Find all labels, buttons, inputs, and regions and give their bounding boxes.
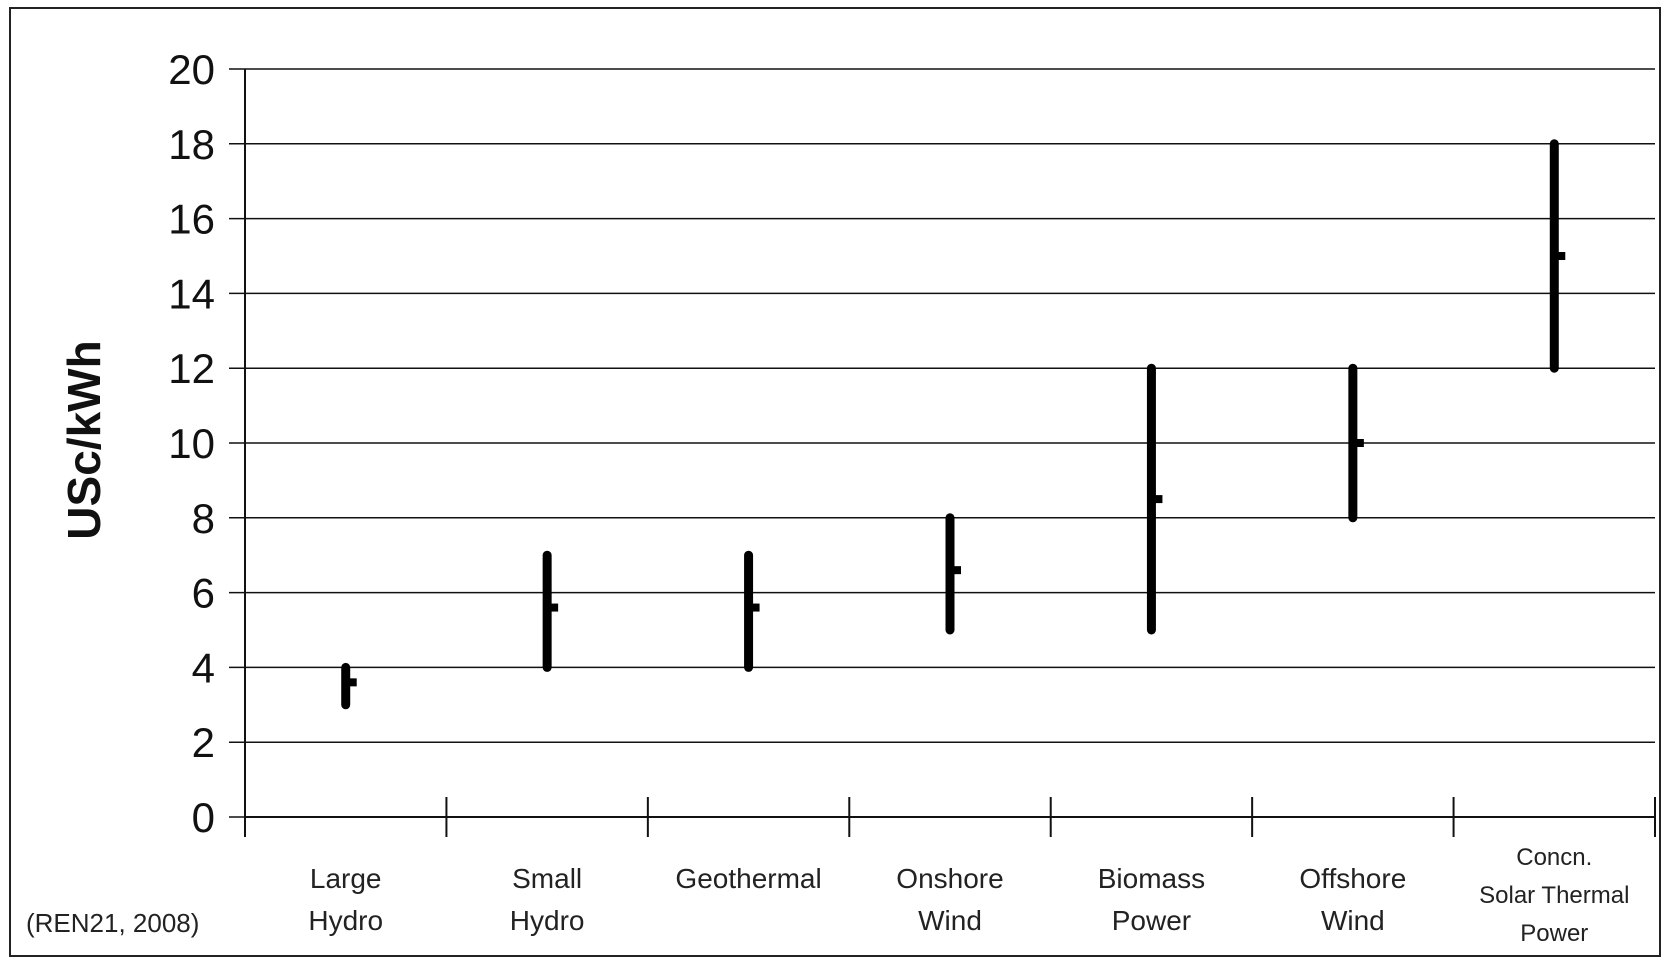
labels-layer: 0 2 4 6 8 10 12 14 16 18 20 Large Hydro Small Hydro Geo… xyxy=(168,46,1629,947)
x-category-label: Small xyxy=(512,863,582,894)
midpoint-mark xyxy=(347,678,357,687)
y-tick-label: 14 xyxy=(168,270,215,317)
y-tick-label: 2 xyxy=(192,719,215,766)
y-tick-label: 16 xyxy=(168,196,215,243)
x-category-label: Biomass xyxy=(1098,863,1205,894)
x-category-label: Wind xyxy=(1321,905,1385,936)
chart-frame xyxy=(9,7,1661,957)
x-category-label: Solar Thermal xyxy=(1479,882,1629,909)
midpoint-mark xyxy=(750,603,760,612)
y-tick-label: 18 xyxy=(168,121,215,168)
axis-layer xyxy=(244,69,1656,837)
x-category-label: Hydro xyxy=(510,905,585,936)
x-category-label: Onshore xyxy=(896,863,1003,894)
x-category-label: Concn. xyxy=(1516,844,1592,871)
y-tick-label: 8 xyxy=(192,495,215,542)
x-category-label: Wind xyxy=(918,905,982,936)
y-tick-label: 0 xyxy=(192,794,215,841)
y-tick-label: 10 xyxy=(168,420,215,467)
midpoint-mark xyxy=(952,566,961,575)
midpoint-mark xyxy=(1556,252,1566,260)
y-tick-label: 12 xyxy=(168,345,215,392)
source-note: (REN21, 2008) xyxy=(26,908,199,938)
midpoint-mark xyxy=(549,603,559,612)
y-tick-label: 6 xyxy=(192,570,215,617)
x-category-label: Offshore xyxy=(1299,863,1406,894)
y-tick-label: 20 xyxy=(168,46,215,93)
x-category-label: Hydro xyxy=(308,905,383,936)
x-category-label: Geothermal xyxy=(675,863,821,894)
grid-layer xyxy=(229,68,1655,818)
x-category-label: Large xyxy=(310,863,382,894)
x-category-label: Power xyxy=(1112,905,1191,936)
bars-layer xyxy=(341,139,1566,710)
y-axis-label: USc/kWh xyxy=(58,340,110,539)
x-category-label: Power xyxy=(1520,920,1588,947)
y-tick-label: 4 xyxy=(192,644,215,691)
midpoint-mark xyxy=(1354,439,1364,447)
midpoint-mark xyxy=(1153,495,1163,504)
